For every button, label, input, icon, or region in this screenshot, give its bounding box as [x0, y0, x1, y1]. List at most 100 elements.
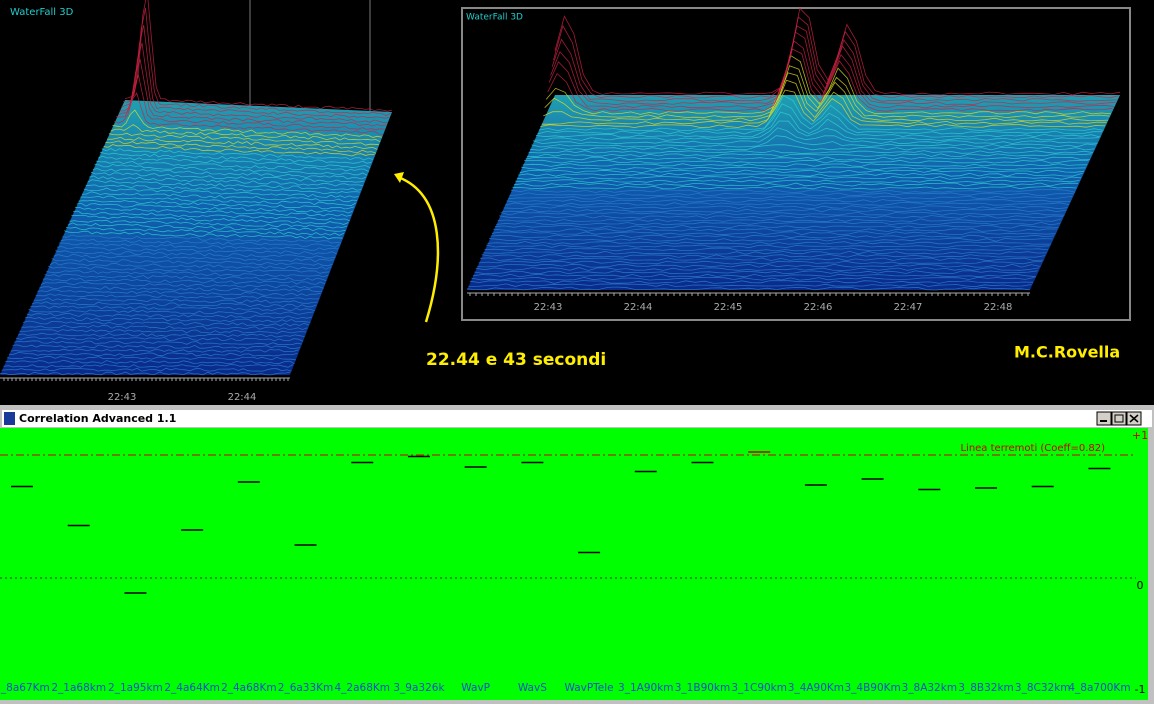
- x-tick-label: 3_1B90km: [675, 682, 730, 694]
- waterfall-trace: [496, 221, 1061, 226]
- threshold-label: Linea terremoti (Coeff=0.82): [960, 443, 1105, 454]
- arrow: [397, 175, 440, 323]
- waterfall-trace: [117, 58, 387, 127]
- waterfall-trace: [493, 228, 1058, 232]
- waterfall-trace: [119, 42, 388, 123]
- waterfall-trace: [547, 48, 1113, 112]
- waterfall-trace: [469, 280, 1034, 284]
- window-buttons: [1096, 411, 1142, 426]
- waterfall-trace: [538, 94, 1104, 132]
- waterfall-trace: [554, 7, 1121, 96]
- waterfall-trace: [531, 135, 1097, 148]
- x-tick-label: 3_9a326k: [393, 682, 445, 694]
- waterfall-trace: [83, 187, 359, 198]
- x-tick-label: 3_8A32km: [902, 682, 957, 694]
- waterfall-trace: [486, 244, 1050, 249]
- waterfall-trace: [484, 247, 1049, 252]
- maximize-button[interactable]: [1111, 411, 1127, 426]
- waterfall-trace: [85, 184, 360, 194]
- waterfall-trace: [90, 171, 365, 183]
- waterfall-trace: [525, 156, 1091, 161]
- waterfall-trace: [491, 231, 1056, 236]
- waterfall-trace: [101, 148, 374, 161]
- waterfall-trace: [515, 179, 1080, 184]
- waterfall-trace: [46, 270, 329, 278]
- waterfall-trace: [71, 214, 349, 225]
- waterfall-trace: [64, 230, 343, 240]
- waterfall-trace: [534, 120, 1100, 141]
- waterfall-trace: [28, 308, 314, 315]
- waterfall-trace: [121, 25, 390, 119]
- x-tick-label: 2_1a68km: [51, 682, 106, 694]
- waterfall-trace: [0, 371, 291, 376]
- waterfall-trace: [518, 172, 1083, 177]
- waterfall-trace: [48, 265, 330, 274]
- y-tick-label: +1: [1132, 429, 1148, 442]
- waterfall-trace: [506, 198, 1071, 203]
- waterfall-trace: [24, 316, 311, 323]
- time-label: 22:44: [624, 302, 653, 313]
- time-label: 22:48: [984, 302, 1013, 313]
- waterfall-trace: [497, 218, 1062, 223]
- waterfall-trace: [94, 163, 368, 176]
- icon: [1129, 414, 1139, 423]
- waterfall-trace: [510, 189, 1076, 193]
- waterfall-trace: [509, 192, 1074, 197]
- waterfall-trace: [490, 234, 1055, 239]
- waterfall-trace: [521, 166, 1086, 171]
- annotation: 22.44 e 43 secondi: [426, 350, 606, 370]
- waterfall-trace: [44, 273, 327, 282]
- panel-title: WaterFall 3D: [466, 13, 523, 23]
- waterfall-trace: [58, 242, 339, 251]
- waterfall-trace: [40, 281, 324, 289]
- waterfall-trace: [512, 185, 1077, 190]
- waterfall-trace: [53, 254, 334, 263]
- waterfall-trace: [474, 270, 1038, 275]
- waterfall-trace: [551, 25, 1118, 102]
- waterfall-trace: [480, 257, 1044, 262]
- time-label: 22:47: [894, 302, 923, 313]
- waterfall-trace: [67, 222, 346, 232]
- waterfall-trace: [17, 332, 305, 338]
- waterfall-trace: [99, 151, 372, 164]
- waterfall-trace: [110, 124, 381, 143]
- waterfall-trace: [478, 260, 1043, 265]
- time-label: 22:45: [714, 302, 743, 313]
- waterfall-trace: [487, 241, 1052, 245]
- waterfall-trace: [123, 7, 391, 116]
- waterfall-trace: [494, 224, 1059, 229]
- waterfall-trace: [96, 160, 369, 172]
- waterfall-trace: [519, 169, 1085, 174]
- x-tick-label: 3_1C90km: [731, 682, 787, 694]
- waterfall-trace: [82, 191, 358, 203]
- waterfall-trace: [112, 109, 382, 138]
- waterfall-trace: [80, 195, 356, 207]
- waterfall-trace: [481, 254, 1046, 258]
- waterfall-trace: [98, 155, 371, 169]
- waterfall-trace: [3, 364, 294, 368]
- waterfall-trace: [26, 312, 312, 319]
- waterfall-trace: [10, 348, 299, 353]
- waterfall-trace: [49, 261, 331, 270]
- waterfall-trace: [19, 329, 307, 334]
- waterfall-trace: [472, 273, 1037, 278]
- minimize-button[interactable]: [1096, 411, 1112, 426]
- waterfall-trace: [51, 258, 333, 267]
- waterfall-trace: [89, 175, 363, 187]
- icon: [1114, 414, 1124, 423]
- waterfall-trace: [1, 367, 292, 372]
- waterfall-trace: [500, 211, 1065, 216]
- waterfall-trace: [76, 202, 353, 214]
- waterfall-trace: [543, 72, 1109, 122]
- waterfall-trace: [544, 65, 1110, 119]
- waterfall-trace: [483, 250, 1047, 255]
- x-tick-label: WavPTele: [564, 682, 613, 694]
- waterfall-trace: [540, 89, 1106, 128]
- x-tick-label: 4_8a700Km: [1068, 682, 1130, 694]
- waterfall-trace: [12, 344, 301, 350]
- waterfall-trace: [32, 301, 317, 308]
- waterfall-trace: [33, 297, 318, 304]
- x-tick-label: 1_8a67Km: [0, 682, 50, 694]
- waterfall-trace: [522, 163, 1088, 167]
